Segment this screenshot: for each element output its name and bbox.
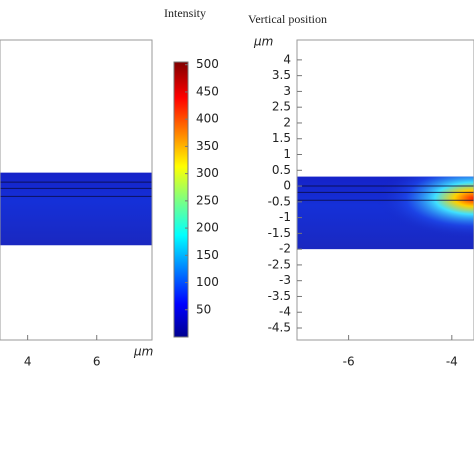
colorbar	[173, 61, 189, 338]
y-tick-label: 3.5	[272, 68, 291, 82]
y-tick-label: 2.5	[272, 100, 291, 114]
x-tick-label: -4	[446, 355, 458, 369]
hot-spot	[297, 176, 474, 250]
colorbar-tick-label: 100	[196, 275, 219, 289]
colorbar-tick-label: 250	[196, 193, 219, 207]
colorbar-tick-label: 400	[196, 112, 219, 126]
y-tick-label: -2	[279, 242, 291, 256]
y-tick-label: -1	[279, 210, 291, 224]
x-tick-label: -6	[343, 355, 355, 369]
plot-frame	[296, 39, 474, 341]
colorbar-tick-label: 200	[196, 221, 219, 235]
colorbar-tick-label: 150	[196, 248, 219, 262]
x-tick-label: 6	[93, 355, 101, 369]
colorbar-tick-label: 300	[196, 166, 219, 180]
y-tick-label: 1	[283, 147, 291, 161]
panel-title: Vertical position	[248, 12, 327, 26]
y-tick-label: -0.5	[268, 194, 291, 208]
y-tick-label: -1.5	[268, 226, 291, 240]
y-tick-label: 1.5	[272, 131, 291, 145]
y-tick-label: 0	[283, 179, 291, 193]
colorbar-tick-label: 500	[196, 57, 219, 71]
colorbar-title: Intensity	[164, 6, 206, 20]
x-tick-label: 4	[24, 355, 32, 369]
y-tick-label: 3	[283, 84, 291, 98]
y-tick-label: 0.5	[272, 163, 291, 177]
y-tick-label: 2	[283, 115, 291, 129]
field-region	[0, 172, 152, 246]
y-tick-label: -2.5	[268, 257, 291, 271]
plot-frame	[0, 39, 153, 341]
y-tick-label: -3	[279, 273, 291, 287]
y-tick-label: -4.5	[268, 321, 291, 335]
colorbar-tick-label: 450	[196, 84, 219, 98]
y-unit: μm	[253, 35, 273, 49]
y-tick-label: 4	[283, 52, 291, 66]
x-unit: μm	[133, 345, 153, 359]
y-tick-label: -3.5	[268, 289, 291, 303]
colorbar-tick-label: 50	[196, 302, 211, 316]
colorbar-tick-label: 350	[196, 139, 219, 153]
y-tick-label: -4	[279, 305, 291, 319]
